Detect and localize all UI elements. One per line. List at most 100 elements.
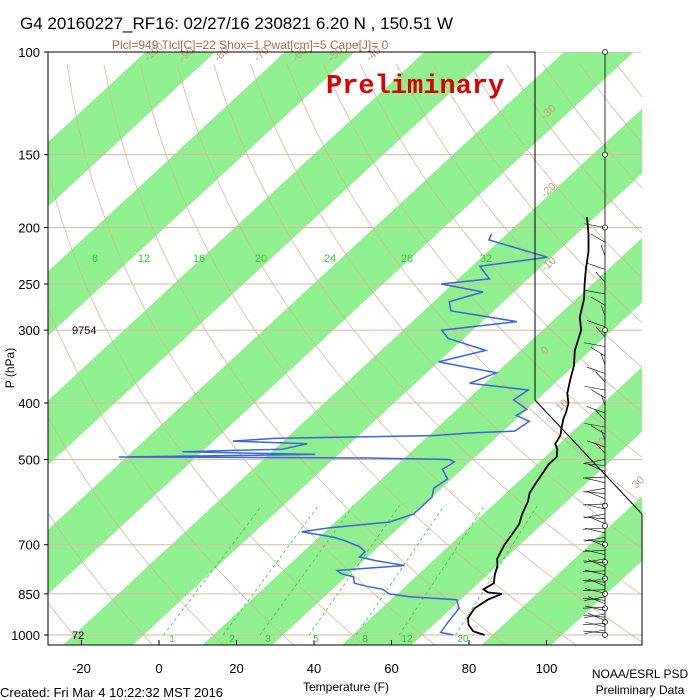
plot-frame xyxy=(47,51,643,646)
wind-barb xyxy=(583,560,606,564)
height-label: 9754 xyxy=(72,325,96,337)
y-tick-label: 700 xyxy=(18,538,40,553)
dry-adiabat xyxy=(48,167,365,645)
wind-barb xyxy=(583,614,606,618)
wind-barb xyxy=(595,371,606,383)
mixing-ratio-label-top: 12 xyxy=(138,253,150,265)
dry-adiabat xyxy=(103,64,507,645)
y-tick-label: 200 xyxy=(18,221,40,236)
wind-barb-column xyxy=(583,49,608,638)
wind-barb xyxy=(584,549,606,555)
y-tick-label: 300 xyxy=(18,323,40,338)
wind-barb xyxy=(583,463,606,466)
calm-wind-circle xyxy=(602,502,608,509)
x-tick-label: 100 xyxy=(536,661,558,676)
calm-wind-circle xyxy=(602,619,608,625)
wind-barb xyxy=(586,366,606,374)
isotherm-label: 30 xyxy=(630,474,647,491)
wind-barb xyxy=(595,443,606,454)
mixing-ratio-line xyxy=(455,505,538,636)
wind-barb xyxy=(583,527,606,530)
wind-barb xyxy=(584,487,606,493)
org-credit: NOAA/ESRL PSD xyxy=(592,667,689,681)
dry-adiabat xyxy=(48,602,83,645)
dry-adiabat xyxy=(213,64,642,596)
mixing-ratio-label-top: 16 xyxy=(193,253,205,265)
wind-barb xyxy=(588,516,606,524)
wind-barb xyxy=(595,326,606,338)
wind-barb xyxy=(595,409,606,421)
wind-barb xyxy=(590,296,606,306)
wind-barb xyxy=(588,464,606,472)
wind-barb xyxy=(584,385,606,391)
calm-wind-circle xyxy=(602,327,608,334)
wind-barb xyxy=(583,606,606,609)
shaded-bands xyxy=(48,52,642,645)
dry-adiabat xyxy=(48,307,295,645)
wind-barb xyxy=(583,630,606,634)
temperature-band xyxy=(62,108,642,645)
wind-barb xyxy=(584,289,606,295)
wind-barb xyxy=(584,588,606,594)
wind-barb xyxy=(586,320,606,328)
mixing-ratio-label-bottom: 5 xyxy=(313,634,319,645)
calm-wind-circle xyxy=(602,49,608,55)
mixing-ratio-label-top: 20 xyxy=(255,253,267,265)
calm-wind-circle xyxy=(602,632,608,638)
temperature-band xyxy=(48,52,495,466)
wind-barb xyxy=(590,233,606,243)
temperature-band xyxy=(48,52,634,595)
dry-adiabat xyxy=(359,64,642,413)
y-axis-label: P (hPa) xyxy=(3,348,17,388)
wind-barb xyxy=(584,605,606,611)
dry-adiabat xyxy=(176,64,642,643)
dry-adiabat xyxy=(286,64,642,504)
wind-barb xyxy=(584,223,606,228)
temperature-band xyxy=(48,52,355,336)
calm-wind-circle xyxy=(602,591,608,597)
wind-barb xyxy=(583,589,606,591)
org-credit-sub: Preliminary Data xyxy=(596,683,685,697)
temperature-line xyxy=(467,217,590,636)
wind-barb xyxy=(584,569,606,575)
y-tick-label: 100 xyxy=(18,45,40,60)
wind-barb xyxy=(584,477,606,484)
height-label: 72 xyxy=(72,630,84,642)
y-tick-label: 250 xyxy=(18,277,40,292)
wind-barb xyxy=(583,539,606,543)
mixing-ratio-line xyxy=(355,505,445,636)
wind-barb xyxy=(584,342,606,347)
wind-barb xyxy=(590,389,606,399)
x-tick-label: 80 xyxy=(462,661,476,676)
calm-wind-circle xyxy=(602,151,608,158)
wind-barb xyxy=(588,613,606,621)
mixing-ratio-label-bottom: 1 xyxy=(169,634,175,645)
wind-barb xyxy=(584,504,606,510)
mixing-ratio-label-bottom: 12 xyxy=(401,634,413,645)
dry-adiabat xyxy=(690,64,700,647)
calm-wind-circle xyxy=(602,559,608,566)
chart-subtitle: Plcl=949 Tlcl[C]=22 Shox=1 Pwat[cm]=5 Ca… xyxy=(112,38,389,52)
y-tick-label: 1000 xyxy=(11,628,40,643)
mixing-ratio-line xyxy=(222,505,319,636)
mixing-ratio-line xyxy=(308,505,400,636)
wind-barb xyxy=(583,550,606,552)
mixing-ratio-line xyxy=(398,505,485,636)
wind-barb xyxy=(600,245,606,257)
chart-title: G4 20160227_RF16: 02/27/16 230821 6.20 N… xyxy=(20,14,453,33)
wind-barb xyxy=(584,578,606,583)
dry-adiabat xyxy=(140,64,577,645)
wind-barb xyxy=(584,621,606,628)
y-tick-label: 400 xyxy=(18,396,40,411)
dewpoint-line xyxy=(118,233,548,636)
wind-barb xyxy=(590,425,606,435)
x-tick-label: 40 xyxy=(307,661,321,676)
wind-barb xyxy=(595,271,606,283)
dry-adiabat xyxy=(653,64,700,647)
wind-barb xyxy=(586,262,606,270)
wind-barb xyxy=(584,423,606,428)
mixing-ratio-label-bottom: 8 xyxy=(362,634,368,645)
temperature-band xyxy=(202,238,642,645)
dry-adiabat xyxy=(323,64,642,458)
